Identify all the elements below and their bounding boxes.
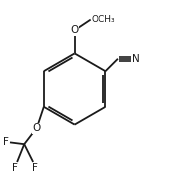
Text: F: F: [3, 137, 9, 147]
Text: N: N: [132, 54, 140, 64]
Text: OCH₃: OCH₃: [92, 15, 115, 24]
Text: F: F: [32, 163, 37, 173]
Text: F: F: [12, 163, 18, 173]
Text: O: O: [70, 25, 79, 35]
Text: O: O: [33, 123, 41, 133]
